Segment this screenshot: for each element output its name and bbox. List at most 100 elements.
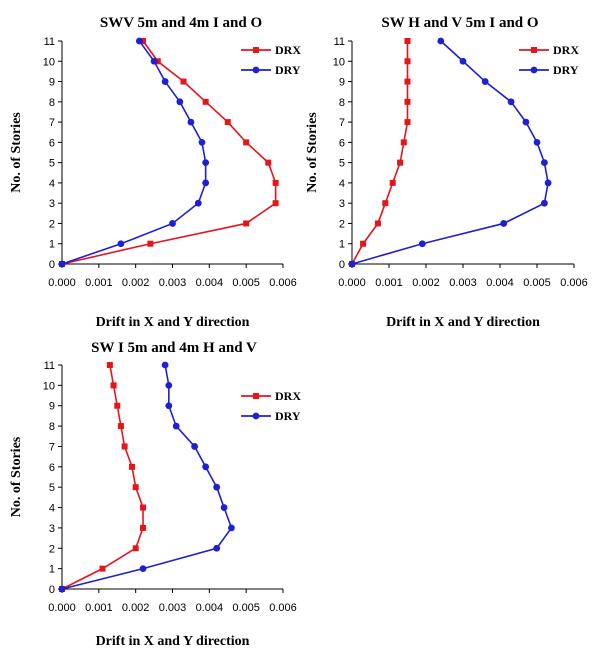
y-tick-label: 5 [339, 158, 345, 170]
data-point [404, 38, 411, 44]
y-axis-title: No. of Stories [9, 112, 24, 193]
data-point [187, 118, 195, 126]
y-tick-label: 10 [333, 56, 345, 68]
series-dry [58, 361, 235, 593]
x-tick-label: 0.003 [159, 277, 187, 289]
data-point [165, 381, 173, 389]
data-point [165, 402, 173, 410]
legend: DRX DRY [241, 43, 301, 77]
data-point [389, 179, 396, 186]
x-tick-label: 0.000 [338, 277, 366, 289]
legend-marker-drx [253, 393, 259, 399]
y-tick-label: 5 [49, 482, 55, 494]
data-point [522, 118, 530, 126]
data-point [110, 382, 117, 389]
data-point [404, 58, 411, 65]
data-point [191, 443, 199, 450]
y-tick-label: 8 [49, 421, 55, 433]
y-tick-label: 9 [49, 77, 55, 89]
x-tick-label: 0.004 [486, 277, 514, 289]
x-axis-title: Drift in X and Y direction [386, 315, 540, 330]
y-tick-label: 7 [339, 117, 345, 129]
data-point [360, 240, 367, 247]
y-tick-label: 1 [49, 239, 55, 251]
data-point [243, 139, 250, 146]
data-point [198, 138, 206, 146]
data-point [243, 220, 250, 227]
series-drx [349, 38, 411, 267]
chart-panel-2: SW H and V 5m I and O 0.000 0.001 0.002 0.00… [305, 15, 588, 330]
x-tick-label: 0.002 [122, 602, 150, 614]
data-point [220, 504, 228, 511]
series-drx [59, 362, 147, 592]
y-tick-label: 2 [49, 218, 55, 230]
data-point [265, 159, 272, 166]
x-tick-label: 0.002 [412, 277, 440, 289]
y-tick-label: 4 [339, 178, 345, 190]
legend-marker-drx [253, 47, 259, 53]
y-tick-label: 0 [339, 259, 345, 271]
series-line-dry [61, 40, 207, 265]
x-tick-label: 0.006 [269, 277, 297, 289]
y-tick-label: 0 [49, 584, 55, 596]
data-point [374, 220, 381, 227]
data-point [272, 200, 279, 207]
data-point [180, 78, 187, 85]
data-point [404, 98, 411, 105]
data-point [533, 138, 541, 146]
data-point [135, 37, 143, 45]
data-point [382, 200, 389, 207]
y-tick-label: 11 [44, 360, 55, 372]
data-point [117, 423, 124, 430]
data-point [213, 483, 221, 491]
y-tick-label: 1 [339, 239, 345, 251]
chart-panel-1: SWV 5m and 4m I and O 0.000 0.001 0.002 0.00… [9, 15, 301, 330]
y-tick-label: 3 [49, 198, 55, 210]
data-point [140, 38, 147, 44]
legend-label-drx: DRX [275, 389, 301, 403]
data-point [397, 159, 404, 166]
x-tick-label: 0.003 [159, 602, 187, 614]
y-tick-label: 10 [43, 56, 55, 68]
data-point [121, 443, 128, 450]
legend: DRX DRY [241, 389, 301, 423]
x-tick-label: 0.006 [269, 602, 297, 614]
data-point [114, 402, 121, 409]
chart-title: SWV 5m and 4m I and O [100, 15, 262, 31]
data-point [147, 240, 154, 247]
legend-label-dry: DRY [553, 63, 579, 77]
series-line-dry [351, 40, 549, 265]
x-tick-label: 0.004 [196, 277, 224, 289]
x-tick-label: 0.005 [232, 277, 260, 289]
x-tick-label: 0.001 [375, 277, 403, 289]
y-tick-label: 8 [339, 97, 345, 109]
data-point [140, 524, 147, 531]
series-line-drx [351, 41, 409, 265]
y-tick-label: 3 [339, 198, 345, 210]
chart-panel-3: SW I 5m and 4m H and V 0.000 0.001 0.002 0.0… [9, 340, 301, 649]
x-tick-label: 0.001 [85, 277, 113, 289]
y-tick-label: 4 [49, 178, 55, 190]
series-line-drx [61, 364, 144, 590]
data-point [106, 362, 113, 368]
y-tick-label: 5 [49, 158, 55, 170]
series-line-dry [61, 364, 233, 590]
legend-marker-dry [252, 66, 260, 74]
data-point [139, 565, 147, 573]
y-tick-label: 0 [49, 259, 55, 271]
y-tick-label: 6 [49, 462, 55, 474]
x-tick-label: 0.003 [449, 277, 477, 289]
series-dry [58, 37, 210, 268]
y-axis-title: No. of Stories [9, 436, 24, 517]
y-tick-label: 7 [49, 441, 55, 453]
x-tick-label: 0.005 [523, 277, 551, 289]
data-point [459, 57, 467, 65]
data-point [161, 78, 169, 85]
series-line-drx [61, 40, 277, 265]
y-tick-label: 11 [334, 36, 345, 48]
data-point [132, 545, 139, 552]
legend-marker-dry [252, 412, 260, 420]
data-point [224, 119, 231, 126]
x-axis-title: Drift in X and Y direction [96, 315, 250, 330]
y-tick-label: 2 [49, 543, 55, 555]
